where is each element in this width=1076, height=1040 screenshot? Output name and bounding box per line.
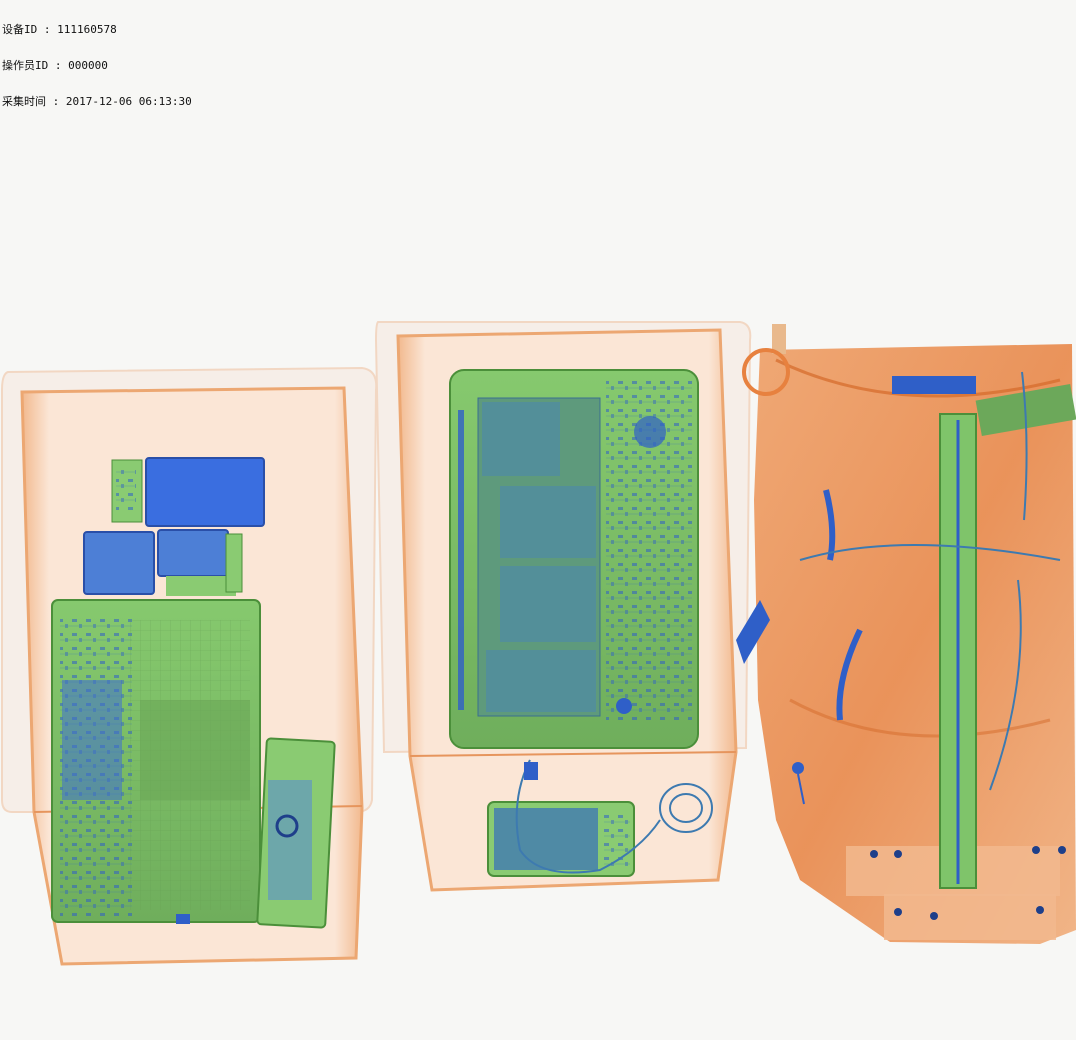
luggage-bag (736, 324, 1076, 944)
phone-with-cable (487, 759, 713, 877)
device-id-text: 设备ID : 111160578 (2, 23, 117, 36)
tablet-device (449, 369, 699, 749)
capture-time-text: 采集时间 : 2017-12-06 06:13:30 (2, 95, 192, 108)
battery-pack-blue (111, 457, 265, 527)
laptop-open (51, 599, 336, 929)
battery-cells (83, 529, 243, 596)
scan-info-overlay: 设备ID : 111160578 操作员ID : 000000 采集时间 : 2… (2, 0, 192, 120)
operator-id-text: 操作员ID : 000000 (2, 59, 108, 72)
